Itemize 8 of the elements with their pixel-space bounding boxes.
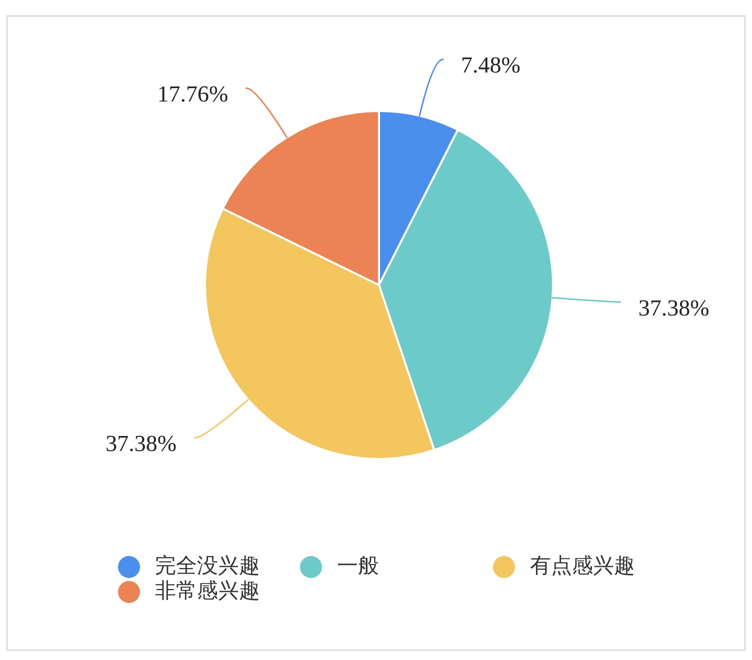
- legend-label: 有点感兴趣: [530, 554, 635, 578]
- data-label: 7.48%: [461, 52, 520, 78]
- data-label: 37.38%: [638, 295, 710, 320]
- legend-label: 完全没兴趣: [155, 554, 260, 578]
- data-label: 37.38%: [106, 431, 176, 456]
- legend-label: 一般: [337, 554, 379, 578]
- legend-label: 非常感兴趣: [155, 578, 260, 603]
- data-label: 17.76%: [157, 81, 228, 106]
